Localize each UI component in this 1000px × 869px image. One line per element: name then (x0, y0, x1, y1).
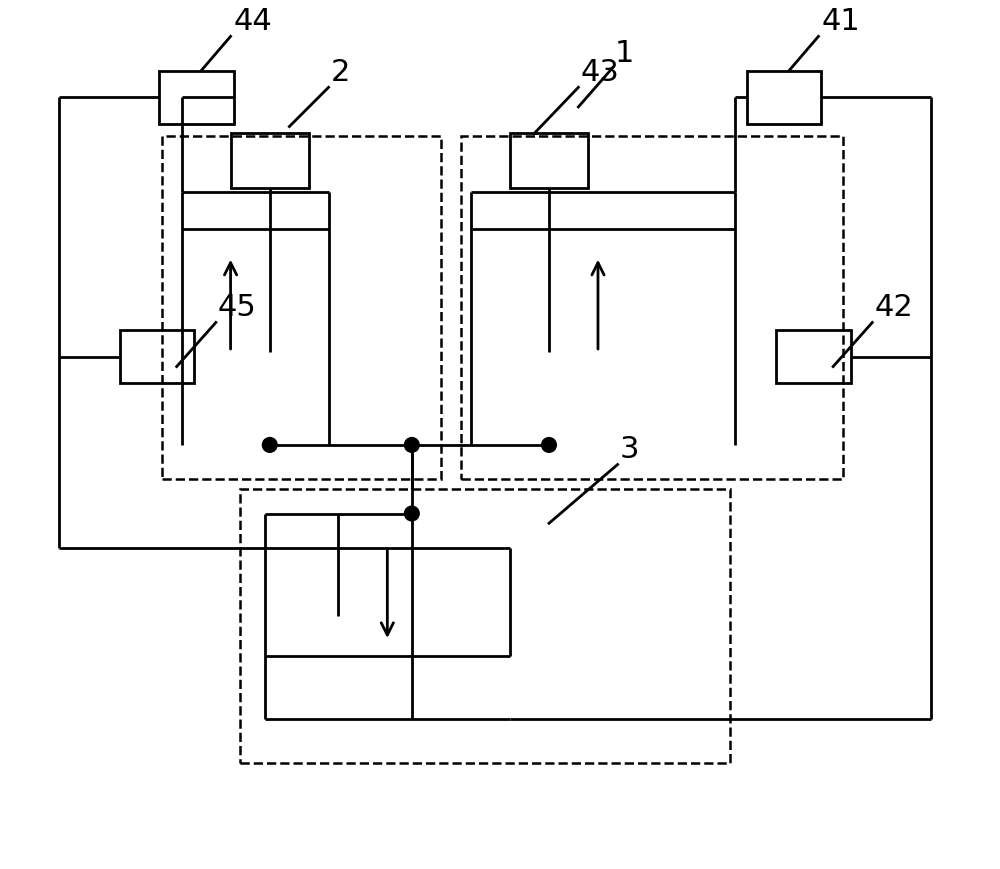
Text: 42: 42 (874, 293, 913, 322)
Text: 44: 44 (234, 7, 272, 36)
Circle shape (404, 507, 419, 521)
Bar (162, 137, 441, 480)
Bar (776, 331, 851, 384)
Text: 2: 2 (331, 58, 350, 87)
Bar (159, 71, 234, 124)
Bar (461, 137, 843, 480)
Text: 45: 45 (218, 293, 257, 322)
Circle shape (404, 438, 419, 453)
Bar (747, 71, 821, 124)
Text: 43: 43 (580, 58, 619, 87)
Text: 41: 41 (821, 7, 860, 36)
Bar (231, 134, 309, 189)
Bar (120, 331, 194, 384)
Text: 1: 1 (615, 39, 634, 68)
Circle shape (542, 438, 556, 453)
Text: 3: 3 (620, 434, 639, 463)
Circle shape (262, 438, 277, 453)
Bar (240, 489, 730, 764)
Bar (510, 134, 588, 189)
